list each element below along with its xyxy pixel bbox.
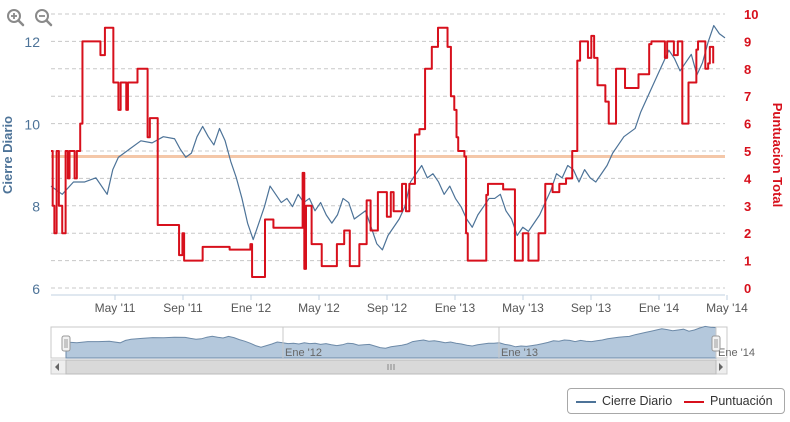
legend-swatch-cierre xyxy=(576,400,596,403)
legend-label-puntuacion: Puntuación xyxy=(710,394,773,408)
x-tick-label: May '13 xyxy=(502,301,544,315)
right-tick-label: 7 xyxy=(744,89,751,104)
series-layer xyxy=(50,24,726,279)
x-tick-label: Sep '12 xyxy=(367,301,408,315)
series-line-puntuacion xyxy=(51,26,715,279)
zoom-out-icon[interactable] xyxy=(34,8,54,28)
left-axis-title: Cierre Diario xyxy=(0,116,15,194)
zoom-in-icon[interactable] xyxy=(6,8,26,28)
navigator-area xyxy=(65,325,717,359)
scroll-right-icon[interactable] xyxy=(719,363,723,371)
navigator-label: Ene '12 xyxy=(285,347,322,359)
x-tick-label: Ene '14 xyxy=(639,301,680,315)
navigator-label: Ene '13 xyxy=(501,347,538,359)
right-tick-label: 1 xyxy=(744,254,751,269)
navigator-handle[interactable] xyxy=(61,335,71,352)
right-tick-label: 8 xyxy=(744,62,751,77)
right-tick-label: 4 xyxy=(744,171,752,186)
legend-item-cierre[interactable]: Cierre Diario xyxy=(576,394,672,408)
legend-label-cierre: Cierre Diario xyxy=(602,394,673,408)
navigator[interactable]: Ene '12 Ene '13 Ene '14 xyxy=(50,325,755,375)
x-tick-label: Ene '12 xyxy=(231,301,272,315)
x-tick-label: May '12 xyxy=(298,301,340,315)
navigator-handle[interactable] xyxy=(711,335,721,352)
left-tick-label: 12 xyxy=(24,34,40,50)
x-tick-label: Sep '11 xyxy=(163,301,203,315)
left-tick-label: 6 xyxy=(32,281,40,297)
series-line-cierre-diario xyxy=(50,24,726,251)
scroll-left-icon[interactable] xyxy=(55,363,59,371)
right-axis-title: Puntuacion Total xyxy=(770,103,785,207)
legend: Cierre Diario Puntuación xyxy=(567,388,785,414)
x-tick-label: May '14 xyxy=(706,301,748,315)
left-tick-label: 8 xyxy=(32,199,40,215)
x-tick-label: Ene '13 xyxy=(435,301,476,315)
right-tick-label: 5 xyxy=(744,144,751,159)
right-tick-label: 9 xyxy=(744,34,751,49)
grid-lines xyxy=(51,13,725,296)
navigator-label: Ene '14 xyxy=(718,347,755,359)
right-tick-label: 10 xyxy=(744,7,758,22)
legend-item-puntuacion[interactable]: Puntuación xyxy=(684,394,773,408)
right-tick-label: 3 xyxy=(744,199,751,214)
legend-swatch-puntuacion xyxy=(684,400,704,403)
right-tick-label: 2 xyxy=(744,226,751,241)
right-tick-label: 6 xyxy=(744,117,751,132)
left-tick-label: 10 xyxy=(24,116,40,132)
x-tick-label: Sep '13 xyxy=(571,301,612,315)
x-tick-label: May '11 xyxy=(95,301,136,315)
right-tick-label: 0 xyxy=(744,281,751,296)
